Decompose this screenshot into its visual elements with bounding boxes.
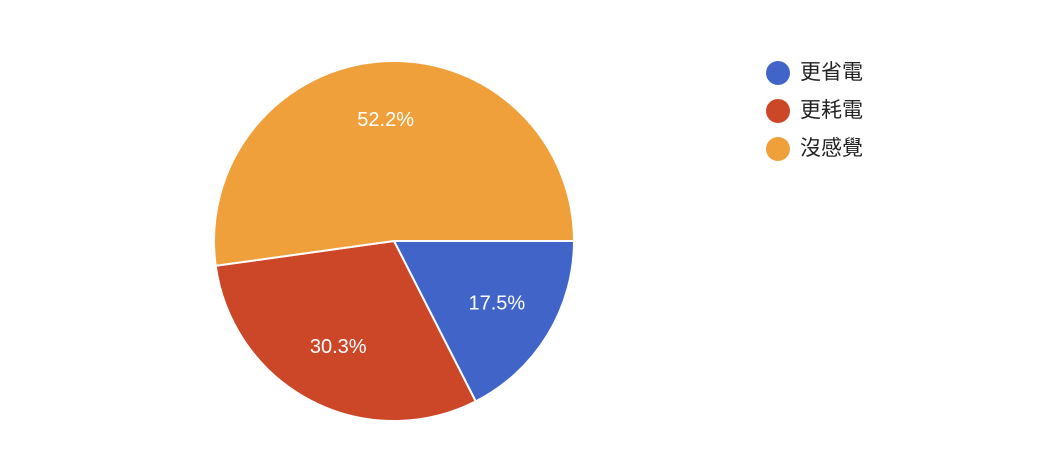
pie-slice [392, 240, 576, 403]
value-label: 30.3% [310, 336, 367, 358]
pie-slice [214, 239, 478, 422]
legend-label: 沒感覺 [800, 136, 863, 160]
legend-label: 更耗電 [800, 98, 863, 122]
legend-label: 更省電 [800, 60, 863, 84]
legend-marker [766, 137, 790, 161]
value-label: 52.2% [357, 109, 414, 131]
legend-marker [766, 61, 790, 85]
value-label: 17.5% [468, 292, 525, 314]
pie-slice [213, 60, 576, 267]
legend-marker [766, 99, 790, 123]
